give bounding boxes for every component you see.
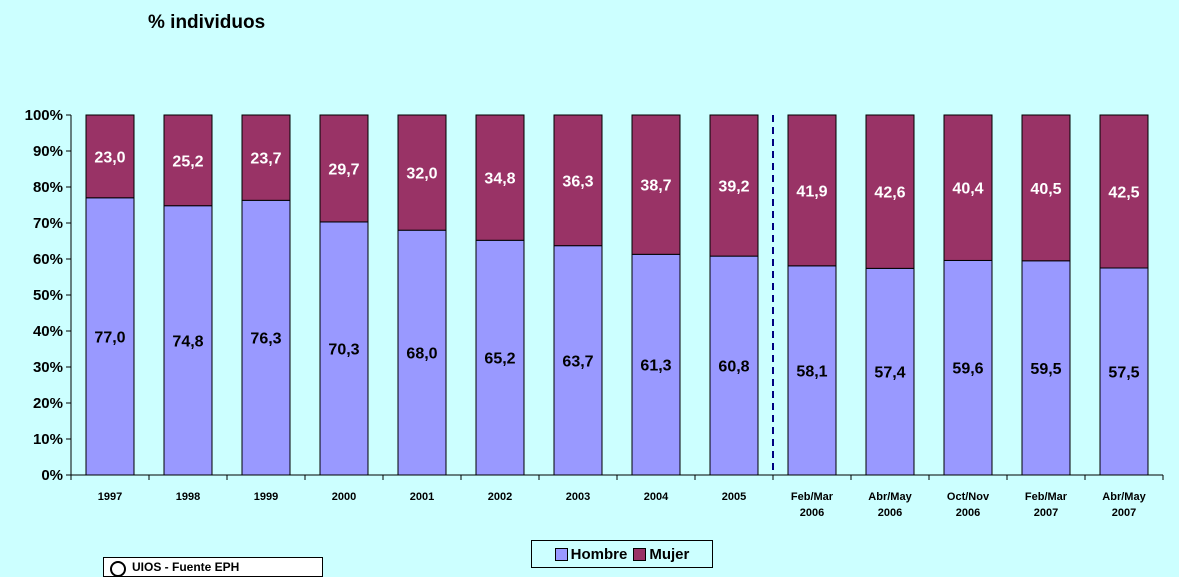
bar-hombre	[319, 221, 369, 476]
bar-mujer	[241, 114, 291, 201]
y-tick-label: 50%	[33, 287, 63, 304]
y-tick-label: 0%	[41, 467, 63, 484]
x-tick-label: 2003	[566, 491, 590, 503]
data-label-hombre: 77,0	[94, 329, 125, 346]
data-label-mujer: 42,5	[1108, 185, 1139, 202]
bar-hombre	[553, 245, 603, 476]
data-label-mujer: 29,7	[328, 161, 359, 178]
bar-mujer	[865, 114, 915, 269]
bar-hombre	[163, 205, 213, 476]
x-tick-label: 2005	[722, 491, 746, 503]
bar-mujer	[475, 114, 525, 241]
legend-swatch-mujer	[633, 547, 647, 561]
data-label-mujer: 25,2	[172, 153, 203, 170]
x-tick-label: 2004	[644, 491, 669, 503]
y-tick-label: 70%	[33, 215, 63, 232]
y-tick-label: 30%	[33, 359, 63, 376]
data-label-hombre: 57,5	[1108, 365, 1139, 382]
stacked-bar-chart: 0% 10% 20% 30% 40% 50% 60% 70% 80% 90% 100% 1997 199…	[25, 107, 1164, 519]
bar-hombre	[943, 259, 993, 476]
bar-mujer	[631, 114, 681, 255]
bar-mujer	[397, 114, 447, 231]
data-label-mujer: 42,6	[874, 185, 905, 202]
data-label-mujer: 41,9	[796, 183, 827, 200]
x-tick-label: 1999	[254, 491, 278, 503]
legend-item-hombre: Hombre	[554, 545, 628, 563]
bar-mujer	[553, 114, 603, 247]
data-label-mujer: 38,7	[640, 178, 671, 195]
bar-mujer	[787, 114, 837, 267]
data-label-hombre: 57,4	[874, 365, 905, 382]
data-label-hombre: 59,6	[952, 361, 983, 378]
data-label-mujer: 23,7	[250, 151, 281, 168]
x-tick-label: 2002	[488, 491, 512, 503]
bar-mujer	[943, 114, 993, 261]
legend-item-mujer: Mujer	[633, 546, 689, 563]
x-tick-label: 1998	[176, 491, 200, 503]
data-label-mujer: 32,0	[406, 166, 437, 183]
legend-label-mujer: Mujer	[649, 545, 690, 563]
legend-label-hombre: Hombre	[570, 545, 628, 563]
x-tick-label: 1997	[98, 491, 122, 503]
bar-hombre	[1099, 267, 1149, 476]
bar-hombre	[787, 265, 837, 476]
data-label-hombre: 65,2	[484, 351, 515, 368]
y-tick-label: 40%	[33, 323, 63, 340]
axes: 0% 10% 20% 30% 40% 50% 60% 70% 80% 90% 100% 1997 199…	[25, 107, 1164, 519]
circle-logo-icon	[110, 561, 126, 577]
bar-hombre	[1021, 260, 1071, 476]
x-tick-label: Abr/May 2006	[868, 491, 912, 519]
y-tick-label: 80%	[33, 179, 63, 196]
data-label-hombre: 76,3	[250, 331, 281, 348]
data-labels: 77,0 23,0 74,8 25,2 76,3 23,7 70,3 29,7 68,0 32,0…	[94, 149, 1139, 381]
legend-swatch-hombre	[554, 547, 568, 561]
x-tick-label: 2001	[410, 491, 434, 503]
data-label-hombre: 63,7	[562, 353, 593, 370]
bar-mujer	[1021, 114, 1071, 262]
x-tick-label: Oct/Nov 2006	[947, 491, 990, 519]
x-tick-label: Abr/May 2007	[1102, 491, 1146, 519]
data-label-mujer: 39,2	[718, 179, 749, 196]
source-box: UIOS - Fuente EPH	[103, 557, 323, 577]
chart-title: % individuos	[148, 12, 266, 33]
x-tick-label: Feb/Mar 2006	[791, 491, 834, 519]
bar-hombre	[241, 199, 291, 476]
data-label-hombre: 68,0	[406, 346, 437, 363]
data-label-hombre: 74,8	[172, 333, 203, 350]
y-tick-label: 100%	[25, 107, 63, 124]
bar-hombre	[865, 267, 915, 476]
legend: Hombre Mujer	[531, 540, 713, 568]
data-label-mujer: 40,5	[1030, 181, 1061, 198]
data-label-mujer: 34,8	[484, 171, 515, 188]
bar-hombre	[85, 197, 135, 476]
bars	[85, 114, 1149, 476]
data-label-hombre: 70,3	[328, 341, 359, 358]
data-label-mujer: 23,0	[94, 149, 125, 166]
bar-hombre	[631, 253, 681, 476]
bar-mujer	[85, 114, 135, 199]
bar-mujer	[1099, 114, 1149, 269]
source-text: UIOS - Fuente EPH	[132, 560, 240, 574]
bar-mujer	[319, 114, 369, 223]
bar-hombre	[709, 255, 759, 476]
data-label-hombre: 59,5	[1030, 361, 1061, 378]
data-label-mujer: 40,4	[952, 181, 983, 198]
y-tick-label: 20%	[33, 395, 63, 412]
y-tick-label: 10%	[33, 431, 63, 448]
y-tick-label: 90%	[33, 143, 63, 160]
y-tick-label: 60%	[33, 251, 63, 268]
x-tick-label: Feb/Mar 2007	[1025, 491, 1068, 519]
data-label-hombre: 61,3	[640, 358, 671, 375]
data-label-hombre: 58,1	[796, 363, 827, 380]
data-label-hombre: 60,8	[718, 359, 749, 376]
bar-hombre	[475, 239, 525, 476]
bar-mujer	[163, 114, 213, 207]
bar-mujer	[709, 114, 759, 257]
data-label-mujer: 36,3	[562, 173, 593, 190]
x-tick-label: 2000	[332, 491, 356, 503]
